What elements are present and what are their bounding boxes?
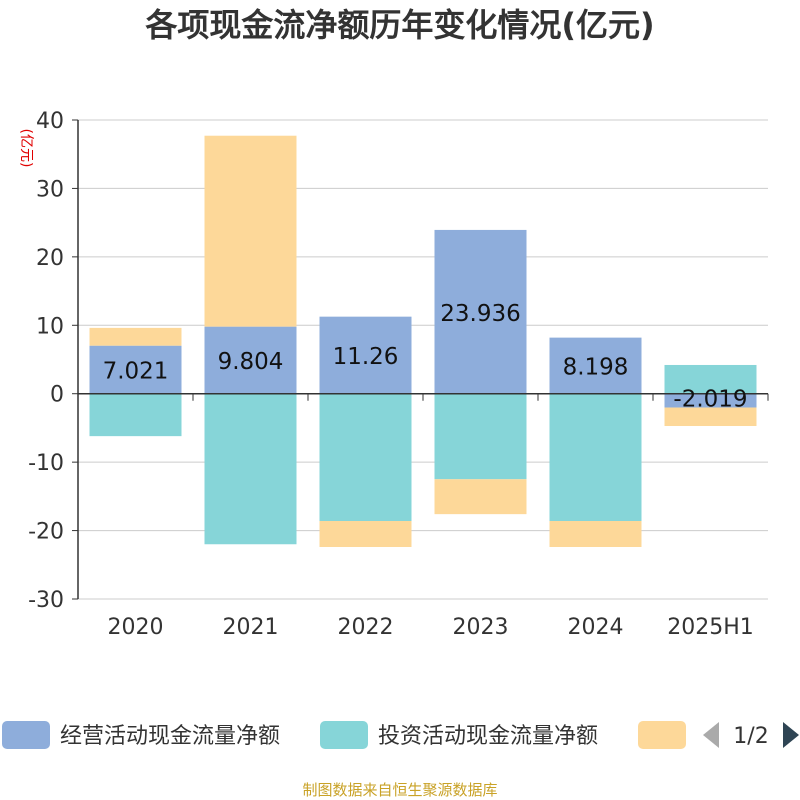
bar-segment — [89, 327, 182, 346]
legend-swatch[interactable] — [2, 721, 50, 749]
bar-segment — [434, 393, 527, 480]
data-label: 11.26 — [333, 344, 399, 370]
data-label: -2.019 — [673, 387, 747, 413]
bar-segment — [434, 479, 527, 515]
y-axis-unit-label: (亿元) — [18, 129, 34, 168]
bar-segment — [549, 393, 642, 521]
chart-title: 各项现金流净额历年变化情况(亿元) — [145, 6, 654, 44]
source-footer: 制图数据来自恒生聚源数据库 — [302, 781, 497, 799]
x-tick-label: 2020 — [108, 615, 164, 640]
x-tick-label: 2023 — [453, 615, 509, 640]
y-tick-label: 40 — [36, 109, 64, 134]
bar-segment — [319, 316, 412, 394]
data-label: 8.198 — [563, 355, 629, 381]
bar-segment — [319, 520, 412, 547]
bar-segment — [549, 520, 642, 547]
x-tick-label: 2021 — [223, 615, 279, 640]
bar-segment — [319, 393, 412, 521]
y-tick-label: 30 — [36, 177, 64, 202]
legend-prev-page-icon[interactable] — [703, 722, 719, 748]
bar-segment — [89, 345, 182, 394]
data-labels: 7.021 9.804 11.26 23.936 8.198 -2.019 — [103, 301, 748, 413]
axes: 40 30 20 10 0 -10 -20 -30 2020 2021 2022 2023 2024 20… — [28, 109, 769, 640]
data-label: 7.021 — [103, 359, 169, 385]
bar-segment — [204, 393, 297, 545]
x-tick-label: 2022 — [338, 615, 394, 640]
x-tick-label: 2024 — [568, 615, 624, 640]
bar-segment — [434, 229, 527, 394]
bar-segment — [549, 337, 642, 394]
y-tick-label: -30 — [28, 588, 64, 613]
data-label: 23.936 — [440, 301, 520, 327]
bar-segment — [204, 326, 297, 394]
y-tick-label: -20 — [28, 520, 64, 545]
bar-segment — [664, 407, 757, 427]
legend-next-page-icon[interactable] — [783, 722, 799, 748]
legend-swatch[interactable] — [638, 721, 686, 749]
bar-segment — [204, 135, 297, 327]
y-tick-label: 10 — [36, 314, 64, 339]
bar-segment — [664, 364, 757, 394]
legend-swatch[interactable] — [320, 721, 368, 749]
legend: 经营活动现金流量净额 投资活动现金流量净额 1/2 — [2, 721, 799, 749]
bar-segment — [664, 393, 757, 408]
x-tick-label: 2025H1 — [667, 615, 754, 640]
y-tick-label: -10 — [28, 451, 64, 476]
bar-segment — [89, 393, 182, 437]
legend-label[interactable]: 经营活动现金流量净额 — [60, 724, 280, 749]
legend-page-indicator: 1/2 — [733, 724, 768, 749]
bars — [89, 135, 757, 547]
data-label: 9.804 — [218, 349, 284, 375]
legend-label[interactable]: 投资活动现金流量净额 — [378, 724, 598, 749]
y-tick-label: 20 — [36, 246, 64, 271]
y-tick-label: 0 — [50, 383, 64, 408]
